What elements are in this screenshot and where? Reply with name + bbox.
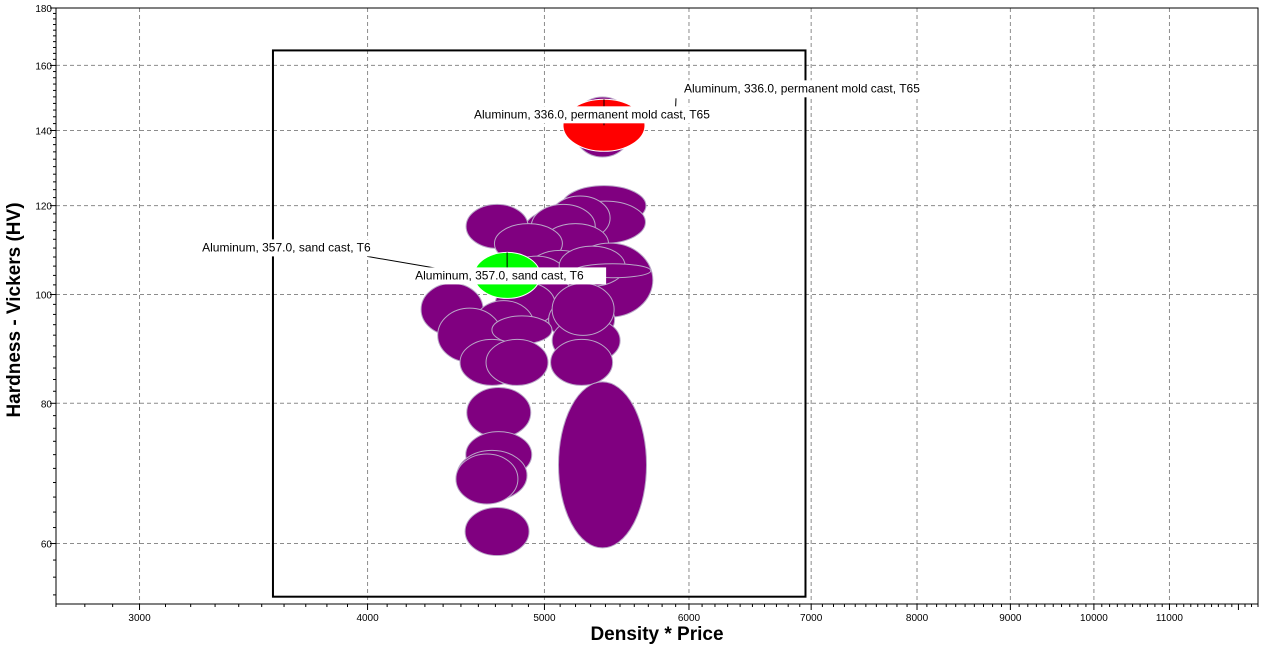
annotation-label: Aluminum, 357.0, sand cast, T6 — [202, 240, 371, 254]
annotations: Aluminum, 336.0, permanent mold cast, T6… — [197, 80, 944, 285]
x-tick-label: 7000 — [800, 613, 823, 624]
y-tick-label: 60 — [41, 540, 53, 551]
bubble[interactable] — [550, 338, 614, 386]
y-tick-label: 120 — [35, 202, 52, 213]
annotation-background — [410, 267, 607, 285]
bubble[interactable] — [551, 282, 615, 336]
bubble[interactable] — [464, 506, 530, 556]
y-axis-ticks: 60 80 100 120 140 160 180 — [35, 4, 56, 596]
y-axis-label: Hardness - Vickers (HV) — [4, 202, 25, 418]
y-tick-label: 100 — [35, 291, 52, 302]
x-tick-label: 6000 — [678, 613, 701, 624]
bubble[interactable] — [466, 387, 532, 439]
plot-frame — [55, 7, 1259, 605]
x-tick-label: 8000 — [906, 613, 929, 624]
annotation-background — [678, 80, 944, 98]
x-tick-label: 3000 — [128, 613, 151, 624]
annotation-background — [468, 106, 734, 124]
y-tick-label: 80 — [41, 399, 53, 410]
annotation-background — [197, 239, 394, 257]
leader-line — [367, 255, 438, 269]
annotation-label: Aluminum, 357.0, sand cast, T6 — [415, 268, 584, 282]
x-tick-label: 11000 — [1156, 613, 1184, 624]
bubble[interactable] — [455, 453, 519, 505]
grid-lines — [56, 7, 1258, 604]
x-tick-label: 10000 — [1080, 613, 1108, 624]
x-axis-label: Density * Price — [590, 624, 724, 645]
x-tick-label: 9000 — [999, 613, 1022, 624]
x-tick-label: 5000 — [533, 613, 556, 624]
selection-box[interactable] — [271, 49, 807, 598]
bubbles — [420, 96, 654, 556]
annotation-label: Aluminum, 336.0, permanent mold cast, T6… — [474, 107, 710, 121]
x-axis-ticks: 3000 4000 5000 6000 7000 8000 9000 10000 11000 — [55, 604, 1259, 624]
bubble[interactable] — [558, 381, 648, 549]
annotation-label: Aluminum, 336.0, permanent mold cast, T6… — [684, 81, 920, 95]
y-tick-label: 160 — [35, 61, 52, 72]
bubble[interactable] — [485, 338, 549, 386]
y-tick-label: 180 — [35, 4, 52, 15]
x-tick-label: 4000 — [356, 613, 379, 624]
y-tick-label: 140 — [35, 127, 52, 138]
